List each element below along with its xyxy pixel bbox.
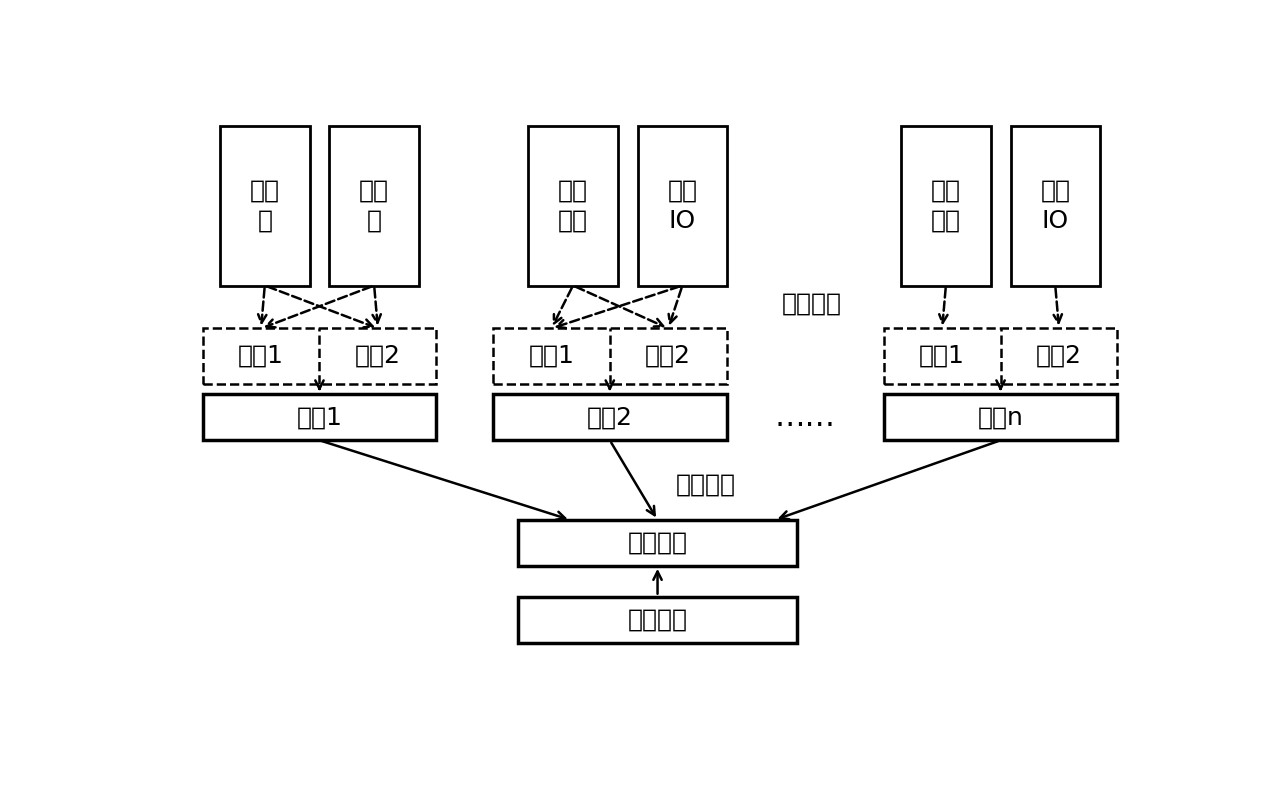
Text: 电机
位置: 电机 位置 [558, 179, 588, 232]
Bar [529, 126, 618, 286]
Bar [330, 126, 420, 286]
Bar [884, 329, 1117, 384]
Bar [1011, 126, 1100, 286]
Text: 输出
量: 输出 量 [359, 179, 389, 232]
Text: 电机
IO: 电机 IO [1041, 179, 1070, 232]
Text: 输入
量: 输入 量 [250, 179, 280, 232]
Bar [638, 126, 727, 286]
Bar [518, 596, 797, 642]
Bar [901, 126, 990, 286]
Bar [493, 394, 726, 440]
Bar [203, 329, 436, 384]
Text: 数据映射: 数据映射 [781, 292, 842, 316]
Text: 数据2: 数据2 [1035, 344, 1082, 368]
Text: 数据1: 数据1 [919, 344, 965, 368]
Text: 电机
速度: 电机 速度 [931, 179, 961, 232]
Text: 电机
IO: 电机 IO [667, 179, 698, 232]
Bar [884, 394, 1117, 440]
Text: 总线数据: 总线数据 [627, 607, 688, 631]
Text: 数据1: 数据1 [529, 344, 575, 368]
Text: 数据2: 数据2 [355, 344, 400, 368]
Text: 节点1: 节点1 [296, 405, 343, 429]
Text: 数据2: 数据2 [645, 344, 692, 368]
Bar [221, 126, 309, 286]
Text: 节点2: 节点2 [586, 405, 633, 429]
Text: ……: …… [774, 403, 835, 431]
Text: 节点n: 节点n [978, 405, 1024, 429]
Text: 数据1: 数据1 [239, 344, 284, 368]
Bar [518, 520, 797, 566]
Bar [203, 394, 436, 440]
Bar [493, 329, 726, 384]
Text: 监测数据: 监测数据 [627, 531, 688, 555]
Text: 节点映射: 节点映射 [675, 473, 735, 497]
